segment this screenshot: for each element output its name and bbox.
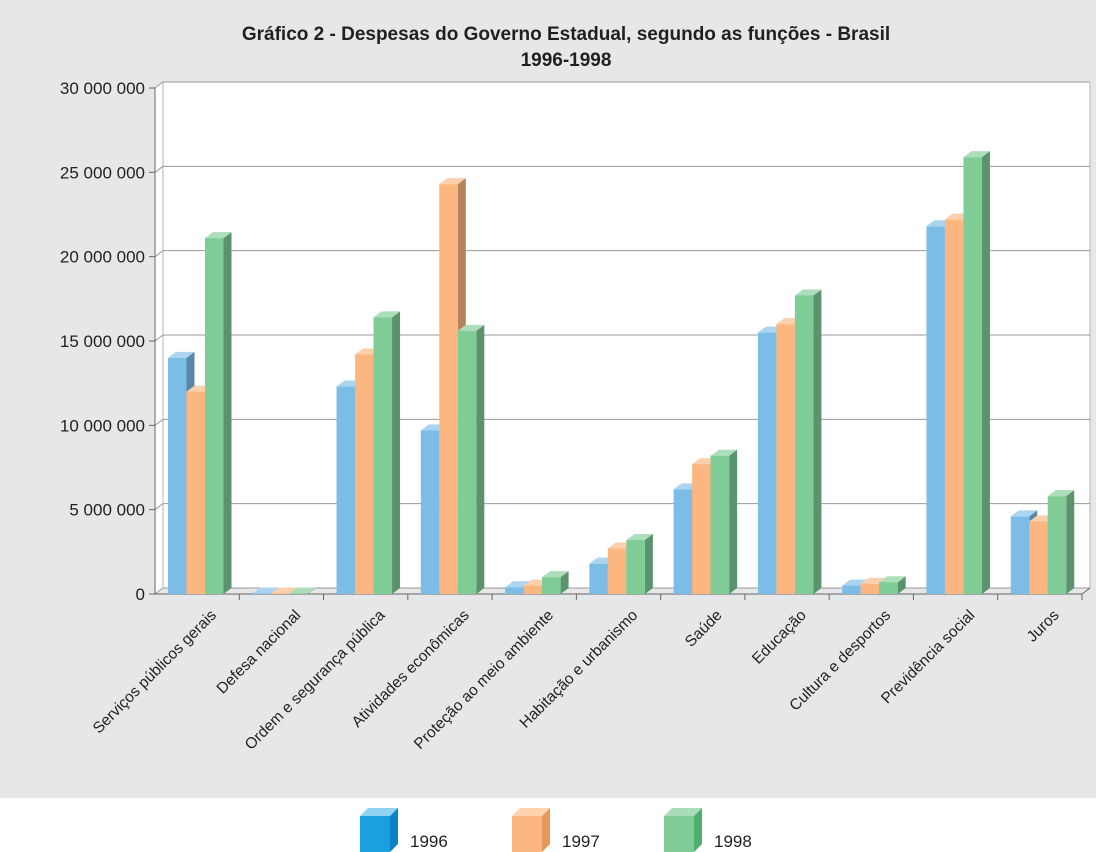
x-tick-label: Juros <box>1024 607 1063 646</box>
legend-swatch-1997 <box>512 808 550 852</box>
legend-swatch-1996 <box>360 808 398 852</box>
y-tick-label: 10 000 000 <box>60 416 145 435</box>
bar-chart: Gráfico 2 - Despesas do Governo Estadual… <box>60 24 1091 754</box>
bar-1998-educacao <box>794 289 822 594</box>
gridline-depth <box>154 587 164 595</box>
bar-1998-juros <box>1047 490 1075 594</box>
bar-1998-servicos-publicos-gerais <box>205 232 232 594</box>
x-tick-label: Ordem e segurança pública <box>242 607 389 754</box>
bar-1998-saude <box>710 449 738 594</box>
x-tick-label: Previdência social <box>878 607 978 707</box>
x-tick-label: Serviços públicos gerais <box>90 607 220 737</box>
chart-panel: Gráfico 2 - Despesas do Governo Estadual… <box>0 0 1096 798</box>
x-tick-label: Saúde <box>682 607 726 651</box>
y-tick-label: 15 000 000 <box>60 332 145 351</box>
y-tick-label: 0 <box>136 585 145 604</box>
bar-1998-ordem-e-seguranca-publica <box>373 311 401 594</box>
gridline-depth <box>154 81 164 89</box>
gridline-depth <box>154 165 164 173</box>
gridline-depth <box>154 250 164 258</box>
gridline-depth <box>154 418 164 426</box>
chart-title: Gráfico 2 - Despesas do Governo Estadual… <box>242 24 890 45</box>
y-tick-label: 20 000 000 <box>60 248 145 267</box>
bar-1998-defesa-nacional <box>289 587 316 594</box>
x-tick-label: Defesa nacional <box>214 607 305 698</box>
chart-subtitle: 1996-1998 <box>521 50 612 71</box>
gridline-depth <box>154 503 164 511</box>
gridline-depth <box>154 334 164 342</box>
legend-label-1997: 1997 <box>562 832 600 851</box>
bar-1998-cultura-e-desportos <box>879 576 906 594</box>
y-tick-label: 25 000 000 <box>60 163 145 182</box>
bar-1998-protecao-ao-meio-ambiente <box>542 571 569 594</box>
y-tick-label: 5 000 000 <box>69 501 145 520</box>
bar-1998-habitacao-e-urbanismo <box>626 534 653 594</box>
legend-label-1996: 1996 <box>410 832 448 851</box>
bar-1998-previdencia-social <box>963 151 990 595</box>
x-axis-depth <box>1081 587 1091 595</box>
bar-1998-atividades-economicas <box>457 324 485 594</box>
legend: 1996 1997 1998 <box>0 808 1096 852</box>
x-tick-label: Educação <box>749 607 810 668</box>
x-tick-label: Proteção ao meio ambiente <box>411 607 557 753</box>
legend-swatch-1998 <box>664 808 702 852</box>
y-tick-label: 30 000 000 <box>60 79 145 98</box>
legend-label-1998: 1998 <box>714 832 752 851</box>
